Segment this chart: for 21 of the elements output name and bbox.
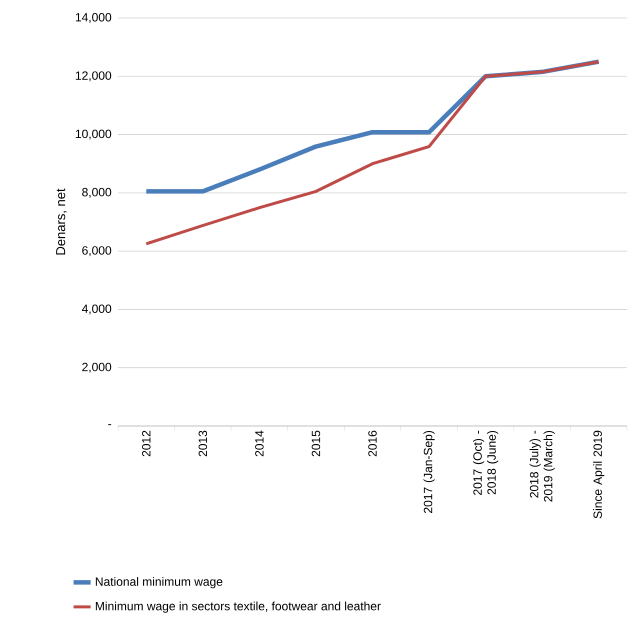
x-tick-label: 2015: [312, 430, 320, 456]
x-tick-label: 2012: [142, 430, 151, 456]
y-tick-label: 8,000: [82, 188, 112, 198]
y-tick-label: 12,000: [76, 71, 112, 82]
x-tick-label: 2013: [198, 430, 208, 456]
x-tick-label: Since April 2019: [593, 430, 604, 518]
legend-label: National minimum wage: [96, 577, 222, 588]
x-tick-label: 2016: [368, 430, 377, 456]
x-tick-label: 2018 (July) - 2019 (March): [530, 430, 555, 502]
x-tick-label: 2014: [255, 430, 264, 456]
x-tick-label: 2017 (Oct) - 2018 (June): [473, 430, 498, 495]
y-axis-title: Denars, net: [56, 188, 67, 255]
y-tick-label: 14,000: [76, 13, 112, 23]
y-tick-label: 2,000: [82, 362, 112, 373]
y-tick-label: -: [108, 424, 112, 426]
legend-label: Minimum wage in sectors textile, footwear and leather: [96, 602, 381, 613]
y-tick-label: 4,000: [82, 304, 112, 314]
line-series: [144, 60, 600, 246]
y-tick-label: 6,000: [82, 246, 112, 256]
y-tick-label: 10,000: [76, 130, 112, 140]
x-tick-label: 2017 (Jan-Sep): [423, 430, 435, 513]
